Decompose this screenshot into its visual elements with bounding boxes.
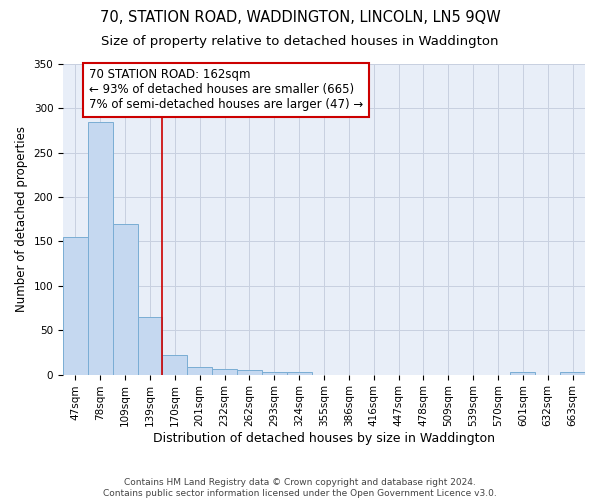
Bar [137,317,163,374]
Bar [88,122,113,374]
Bar [237,370,262,374]
Bar [262,372,287,374]
Bar [63,237,88,374]
Bar [511,372,535,374]
Bar [187,366,212,374]
Bar [163,355,187,374]
Text: 70 STATION ROAD: 162sqm
← 93% of detached houses are smaller (665)
7% of semi-de: 70 STATION ROAD: 162sqm ← 93% of detache… [89,68,364,112]
Text: Contains HM Land Registry data © Crown copyright and database right 2024.
Contai: Contains HM Land Registry data © Crown c… [103,478,497,498]
Bar [560,372,585,374]
X-axis label: Distribution of detached houses by size in Waddington: Distribution of detached houses by size … [153,432,495,445]
Text: Size of property relative to detached houses in Waddington: Size of property relative to detached ho… [101,35,499,48]
Bar [113,224,137,374]
Bar [287,372,311,374]
Y-axis label: Number of detached properties: Number of detached properties [15,126,28,312]
Bar [212,370,237,374]
Text: 70, STATION ROAD, WADDINGTON, LINCOLN, LN5 9QW: 70, STATION ROAD, WADDINGTON, LINCOLN, L… [100,10,500,25]
